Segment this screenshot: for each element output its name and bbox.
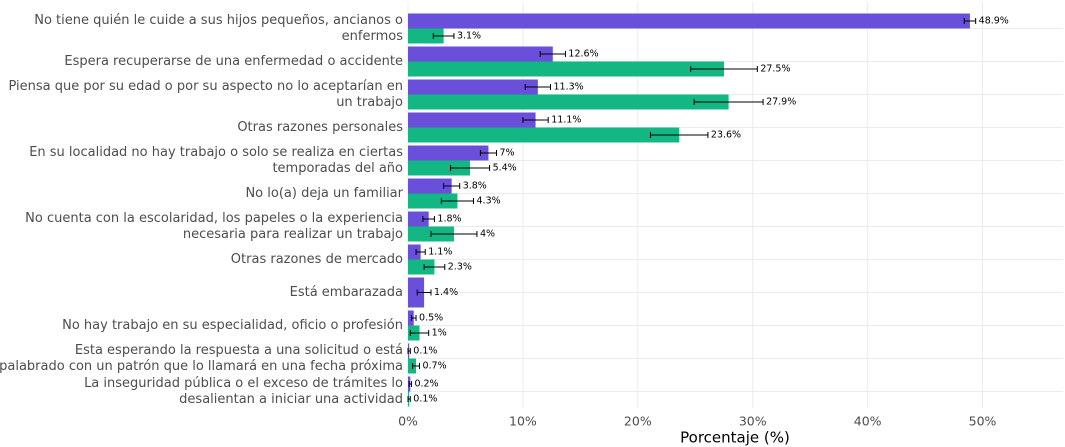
category-label: Otras razones de mercado [231,252,403,267]
category-label: necesaria para realizar un trabajo [183,227,403,242]
category-label: temporadas del año [272,161,403,176]
bar [408,61,725,77]
category-label: Esta esperando la respuesta a una solici… [75,343,403,358]
category-label: desalientan a iniciar una actividad [179,392,403,407]
value-label: 1.1% [428,247,452,258]
bar [408,211,429,227]
bar [408,28,444,44]
category-label: enfermos [342,29,404,44]
bar [408,145,489,161]
bar [408,178,452,194]
value-label: 11.3% [553,82,583,93]
value-label: 7% [499,148,514,159]
x-tick-label: 50% [969,414,997,429]
category-label: Piensa que por su edad o por su aspecto … [8,79,403,94]
bar [408,160,471,176]
value-label: 48.9% [979,16,1009,27]
value-label: 5.4% [493,163,517,174]
category-label: Otras razones personales [237,120,403,135]
value-label: 0.1% [413,394,437,405]
value-label: 0.7% [422,361,446,372]
value-label: 3.8% [463,181,487,192]
value-label: 0.2% [414,379,438,390]
category-label: Está embarazada [290,285,403,300]
value-label: 12.6% [568,49,598,60]
category-label: No cuenta con la escolaridad, los papele… [25,211,403,226]
category-label: un trabajo [336,95,403,110]
bar [408,13,970,29]
value-label: 0.1% [413,346,437,357]
x-tick-label: 10% [509,414,537,429]
bar [408,94,729,110]
bar [408,277,425,308]
value-label: 2.3% [448,262,472,273]
value-label: 27.9% [766,97,796,108]
category-label: No tiene quién le cuide a sus hijos pequ… [34,13,403,28]
bar [408,310,414,326]
value-label: 1.8% [437,214,461,225]
x-tick-label: 40% [854,414,882,429]
x-tick-label: 30% [739,414,767,429]
value-label: 4% [480,229,495,240]
value-label: 23.6% [711,130,741,141]
value-label: 3.1% [457,31,481,42]
category-label: No hay trabajo en su especialidad, ofici… [62,318,403,333]
value-label: 11.1% [551,115,581,126]
category-label: La inseguridad pública o el exceso de tr… [84,376,403,391]
category-label: En su localidad no hay trabajo o solo se… [29,145,403,160]
value-label: 27.5% [760,64,790,75]
category-label: apalabrado con un patrón que lo llamará … [0,359,403,374]
bar [408,112,536,128]
bar [408,79,538,95]
category-label: Espera recuperarse de una enfermedad o a… [64,54,403,69]
x-axis-label: Porcentaje (%) [680,429,790,447]
x-tick-label: 0% [398,414,418,429]
bar [408,358,417,374]
value-label: 1% [432,328,447,339]
x-tick-label: 20% [624,414,652,429]
value-label: 0.5% [419,313,443,324]
bar [408,244,421,260]
value-label: 1.4% [434,287,458,298]
category-label: No lo(a) deja un familiar [245,186,403,201]
bar [408,193,458,209]
value-label: 4.3% [477,196,501,207]
bar [408,127,680,143]
bar [408,259,435,275]
bar [408,46,553,62]
